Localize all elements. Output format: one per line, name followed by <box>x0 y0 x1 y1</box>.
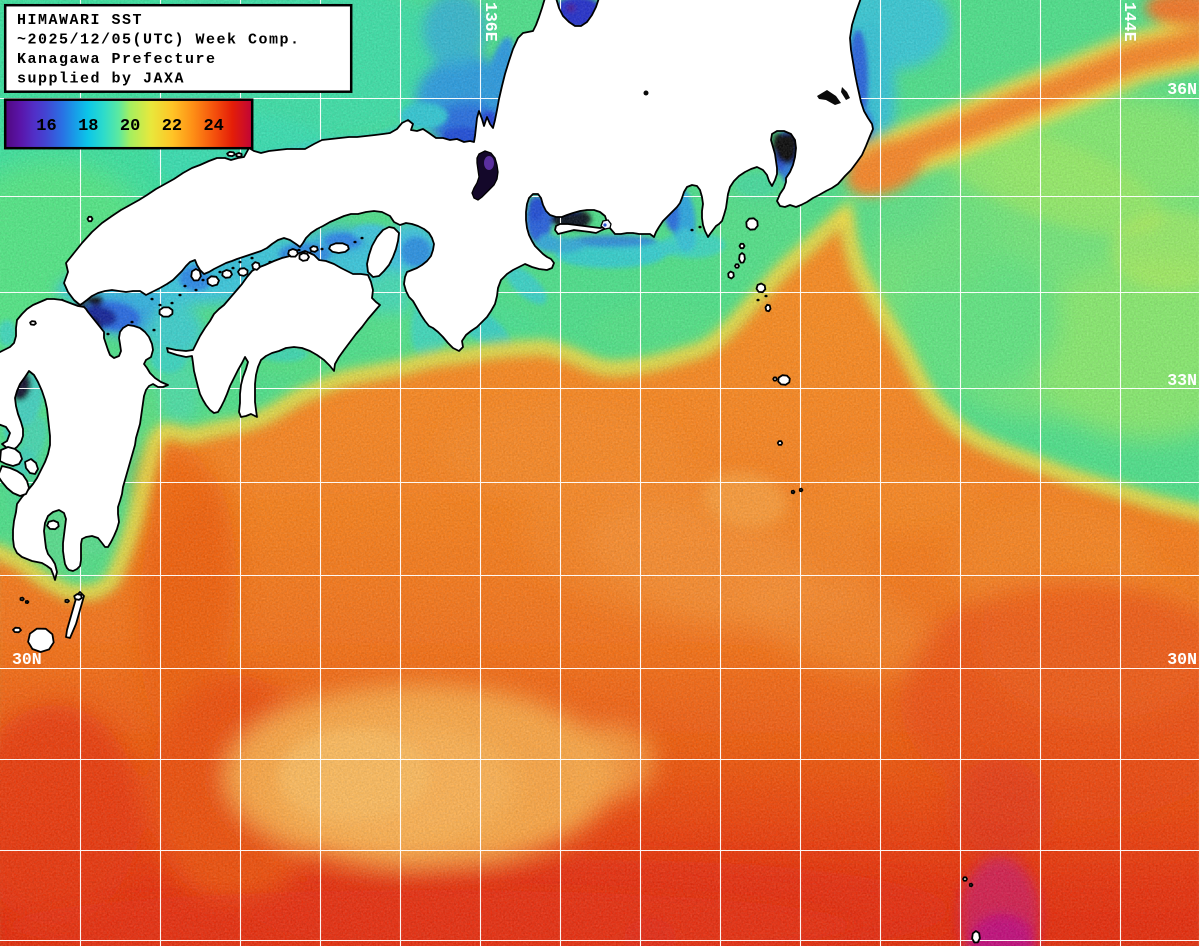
svg-text:33N: 33N <box>1167 371 1197 390</box>
svg-text:20: 20 <box>120 117 140 136</box>
svg-text:136E: 136E <box>481 2 500 42</box>
svg-text:supplied by JAXA: supplied by JAXA <box>17 71 185 88</box>
svg-text:~2025/12/05(UTC) Week Comp.: ~2025/12/05(UTC) Week Comp. <box>17 32 301 49</box>
svg-text:22: 22 <box>162 117 182 136</box>
svg-text:144E: 144E <box>1120 2 1139 42</box>
svg-text:36N: 36N <box>1167 80 1197 99</box>
svg-text:30N: 30N <box>1167 650 1197 669</box>
svg-text:Kanagawa Prefecture: Kanagawa Prefecture <box>17 51 217 68</box>
svg-text:18: 18 <box>78 117 98 136</box>
svg-text:16: 16 <box>36 117 56 136</box>
svg-text:30N: 30N <box>12 650 42 669</box>
svg-text:HIMAWARI SST: HIMAWARI SST <box>17 12 143 29</box>
svg-text:24: 24 <box>203 117 223 136</box>
